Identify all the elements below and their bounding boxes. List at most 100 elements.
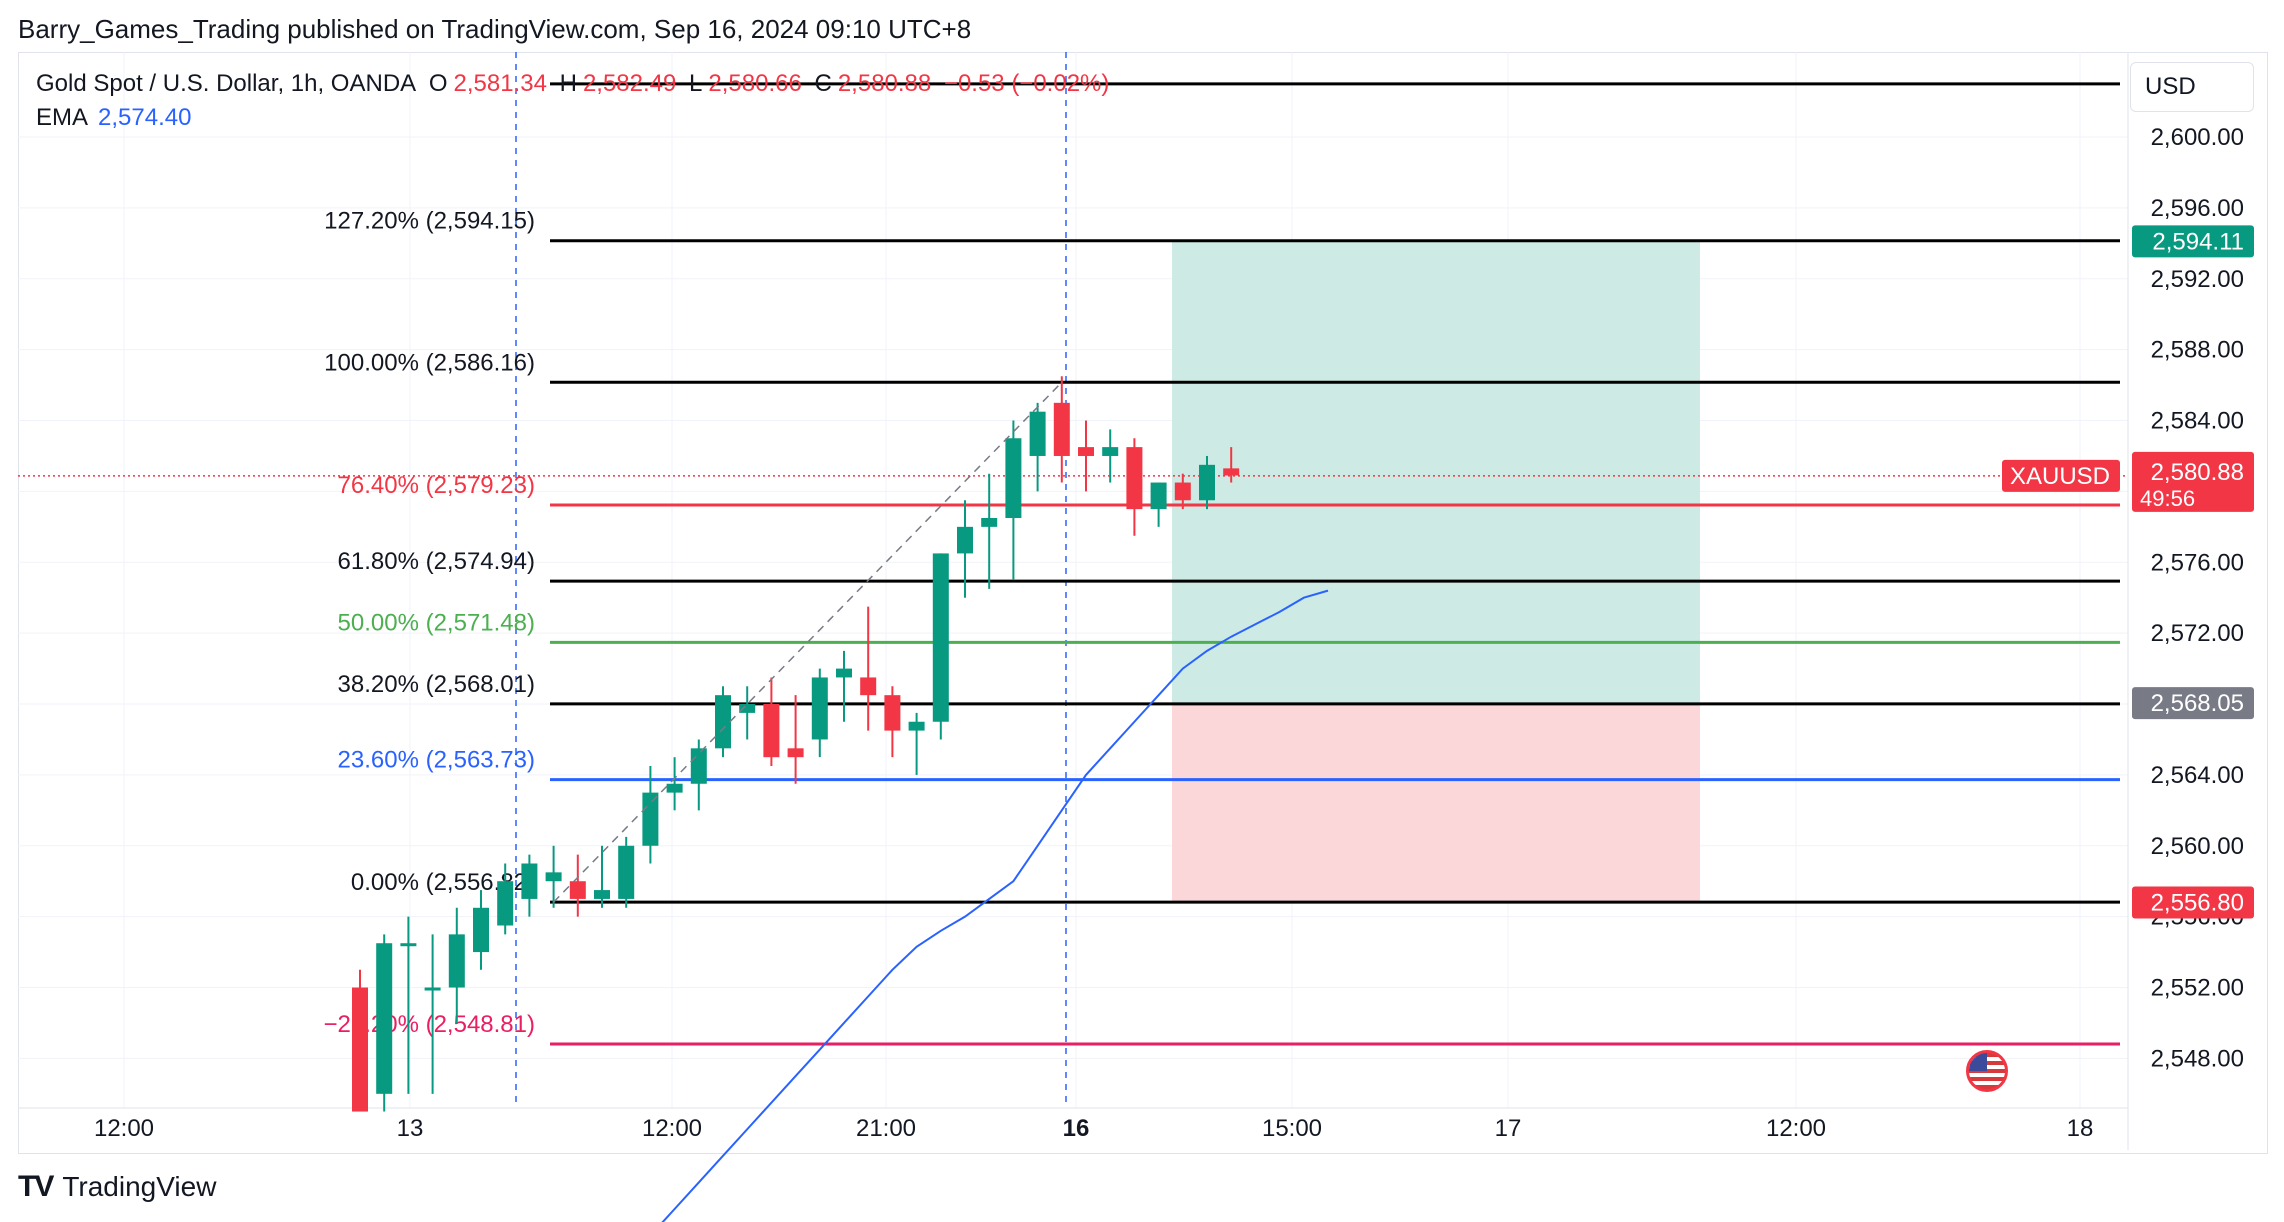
x-tick-5: 15:00: [1262, 1115, 1322, 1142]
candle-body-24: [932, 553, 949, 722]
open-label: O: [428, 70, 448, 97]
x-tick-4: 16: [1063, 1115, 1090, 1142]
close-label: C: [814, 70, 832, 97]
candle-body-35: [1199, 464, 1215, 501]
chart-frame: [18, 52, 2268, 1154]
y-tick-9: 2,584.00: [2151, 408, 2244, 435]
candle-body-15: [715, 695, 731, 749]
high-label: H: [559, 70, 577, 97]
candle-body-11: [618, 845, 635, 899]
x-tick-3: 21:00: [856, 1115, 916, 1142]
price-label-0: 2,594.11: [2152, 228, 2244, 255]
candle-body-32: [1126, 447, 1143, 510]
y-tick-10: 2,588.00: [2151, 337, 2244, 364]
ema-legend[interactable]: EMA 2,574.40: [36, 104, 191, 132]
fib-label-4: 50.00% (2,571.48): [338, 609, 535, 636]
candle-body-20: [836, 668, 852, 678]
high-value: 2,582.49: [582, 70, 677, 97]
x-tick-6: 17: [1495, 1115, 1522, 1142]
candle-body-31: [1102, 447, 1119, 456]
candle-body-27: [1005, 438, 1022, 518]
candle-body-22: [884, 695, 901, 731]
close-value: 2,580.88: [837, 70, 932, 97]
candle-body-16: [739, 704, 756, 713]
y-tick-12: 2,596.00: [2151, 195, 2244, 222]
candle-body-13: [666, 783, 683, 793]
low-label: L: [689, 70, 703, 97]
y-tick-0: 2,548.00: [2151, 1045, 2244, 1072]
y-tick-7: 2,576.00: [2151, 549, 2244, 576]
footer-brand[interactable]: TV TradingView: [18, 1170, 216, 1204]
last-price-value: 2,580.88: [2151, 459, 2244, 486]
candle-body-18: [787, 748, 804, 758]
candle-body-9: [569, 881, 586, 899]
fib-label-0: 127.20% (2,594.15): [324, 208, 535, 235]
y-tick-3: 2,560.00: [2151, 833, 2244, 860]
y-tick-11: 2,592.00: [2151, 266, 2244, 293]
y-tick-4: 2,564.00: [2151, 762, 2244, 789]
currency-button[interactable]: USD: [2130, 62, 2254, 112]
ema-line: [661, 589, 1329, 1222]
price-label-1: 2,568.05: [2151, 690, 2244, 717]
ema-label: EMA: [36, 104, 89, 131]
candle-body-29: [1053, 402, 1070, 456]
open-value: 2,581.34: [453, 70, 547, 97]
candle-body-1: [376, 943, 393, 1094]
candle-body-26: [981, 517, 998, 527]
candle-body-23: [908, 721, 925, 731]
last-price-countdown: 49:56: [2140, 486, 2195, 511]
low-value: 2,580.66: [708, 70, 802, 97]
candle-body-17: [763, 704, 780, 758]
fib-label-1: 100.00% (2,586.16): [324, 349, 535, 376]
x-tick-2: 12:00: [642, 1115, 702, 1142]
y-tick-13: 2,600.00: [2151, 124, 2244, 151]
price-label-box-2: [2132, 886, 2254, 919]
price-label-box-0: [2132, 225, 2254, 258]
candle-body-30: [1078, 447, 1094, 456]
ema-value: 2,574.40: [98, 104, 192, 131]
symbol-tag: XAUUSD: [2010, 463, 2110, 490]
publisher-line: Barry_Games_Trading published on Trading…: [18, 14, 972, 44]
price-label-2: 2,556.80: [2151, 889, 2244, 916]
x-tick-7: 12:00: [1766, 1115, 1826, 1142]
footer-brand-text: TradingView: [62, 1171, 217, 1202]
candle-body-25: [957, 526, 973, 554]
candle-body-10: [594, 890, 610, 899]
fib-label-2: 76.40% (2,579.23): [338, 472, 535, 499]
candle-body-3: [424, 987, 441, 991]
y-tick-6: 2,572.00: [2151, 620, 2244, 647]
candle-body-6: [497, 881, 514, 926]
price-label-box-1: [2132, 687, 2254, 720]
loss-zone: [1172, 703, 1700, 903]
symbol-tag-box: [2002, 459, 2120, 492]
x-tick-0: 12:00: [94, 1115, 154, 1142]
profit-zone: [1172, 241, 1700, 704]
us-flag-icon[interactable]: [1966, 1050, 2008, 1092]
symbol-title: Gold Spot / U.S. Dollar, 1h, OANDA: [36, 70, 417, 97]
ohlc-header: Gold Spot / U.S. Dollar, 1h, OANDA O 2,58…: [36, 70, 1115, 98]
candle-body-7: [521, 863, 538, 899]
candle-body-34: [1174, 482, 1191, 501]
candle-body-19: [811, 677, 828, 740]
candle-body-4: [448, 934, 465, 988]
candle-body-21: [860, 677, 877, 696]
candle-body-2: [400, 943, 417, 947]
candle-body-8: [545, 872, 562, 882]
candle-body-5: [473, 907, 489, 953]
last-price-box: [2132, 451, 2254, 512]
fib-trend-line: [553, 381, 1063, 903]
x-tick-1: 13: [397, 1115, 424, 1142]
candle-body-0: [352, 987, 368, 1112]
fib-label-5: 38.20% (2,568.01): [338, 671, 535, 698]
y-tick-1: 2,552.00: [2151, 975, 2244, 1002]
candle-body-33: [1150, 482, 1167, 510]
tradingview-logo-icon: TV: [18, 1170, 54, 1203]
candle-body-12: [642, 792, 659, 846]
x-tick-8: 18: [2067, 1115, 2094, 1142]
candle-body-28: [1029, 411, 1046, 456]
fib-label-3: 61.80% (2,574.94): [338, 548, 535, 575]
fib-label-6: 23.60% (2,563.73): [338, 747, 535, 774]
candle-body-14: [690, 748, 707, 784]
candle-body-36: [1223, 468, 1240, 476]
